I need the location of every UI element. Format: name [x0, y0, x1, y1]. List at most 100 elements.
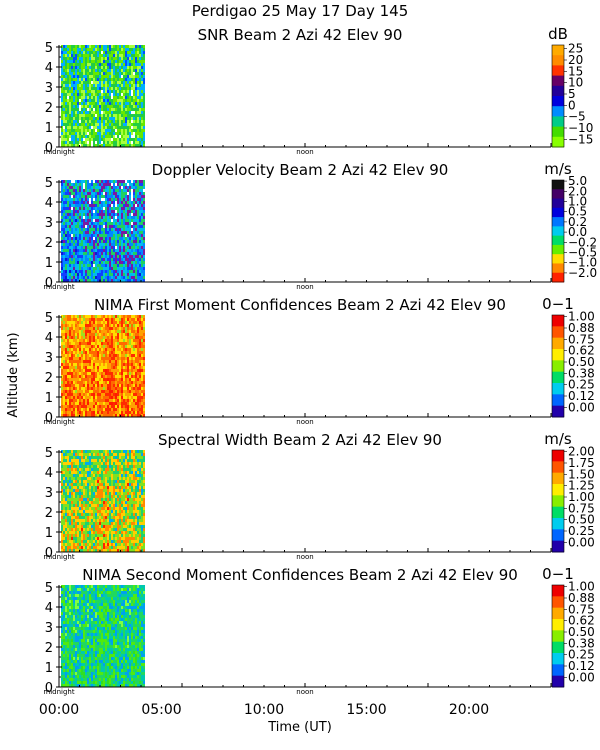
colorbar-segment	[552, 506, 564, 519]
heatmap-color-band	[71, 180, 145, 267]
colorbar-segment	[552, 326, 564, 339]
colorbar-frame	[551, 179, 565, 283]
y-tick-label: 1	[45, 661, 53, 676]
colorbar-label: 1.25	[568, 479, 595, 493]
panel-1: SNR Beam 2 Azi 42 Elev 90 dB 0 1 2 3 4 5 midnigh…	[43, 25, 593, 156]
colorbar-segment	[552, 653, 564, 665]
colorbar-segment	[552, 235, 564, 246]
colorbar-segment	[552, 217, 564, 227]
noon-label: noon	[296, 418, 313, 426]
y-tick-label: 1	[45, 526, 53, 541]
heatmap-color-band	[61, 450, 145, 552]
colorbar-label: 0.12	[568, 659, 595, 673]
colorbar-label: 0.88	[568, 591, 595, 605]
colorbar-label: 15	[568, 64, 583, 78]
panel-2: Doppler Velocity Beam 2 Azi 42 Elev 90 m/…	[43, 160, 597, 291]
colorbar-segment	[552, 472, 564, 485]
colorbar-label: 0	[568, 98, 576, 112]
colorbar-segment	[552, 349, 564, 361]
y-tick-label: 5	[45, 41, 53, 56]
y-tick-label: 0	[45, 276, 53, 291]
heatmap-color-band	[61, 450, 145, 552]
colorbar-label: 0.25	[568, 378, 595, 392]
colorbar-label: −0.2	[568, 235, 597, 249]
heatmap-color-band	[61, 45, 145, 123]
colorbar-segment	[552, 675, 564, 688]
heatmap-color-band	[61, 585, 145, 687]
colorbar-label: 1.0	[568, 195, 587, 209]
colorbar: 1.000.880.750.620.500.380.250.120.00	[551, 310, 595, 418]
colorbar-segment	[552, 75, 564, 87]
colorbar-label: 0.00	[568, 670, 595, 684]
unit-label: m/s	[544, 430, 572, 448]
noon-label: noon	[296, 688, 313, 696]
colorbar-label: −15	[568, 132, 593, 146]
colorbar-frame	[551, 584, 565, 688]
y-tick-label: 0	[45, 681, 53, 696]
colorbar-label: 0.2	[568, 215, 587, 229]
y-tick-label: 2	[45, 371, 53, 386]
y-tick-label: 3	[45, 351, 53, 366]
colorbar-label: 5	[568, 87, 576, 101]
colorbar-segment	[552, 641, 564, 654]
heatmap-color-band	[61, 315, 145, 393]
panel-title: Spectral Width Beam 2 Azi 42 Elev 90	[158, 431, 442, 449]
heatmap-cells	[61, 315, 145, 417]
heatmap-color-band	[61, 450, 145, 552]
y-tick-label: 4	[45, 466, 53, 481]
colorbar-frame	[551, 44, 565, 148]
midnight-label: midnight	[43, 148, 74, 156]
colorbar-label: 25	[568, 42, 583, 56]
colorbar-segment	[552, 315, 564, 327]
colorbar-segment	[552, 254, 564, 264]
colorbar-segment	[552, 244, 564, 255]
heatmap-color-band	[61, 45, 145, 147]
y-tick-label: 0	[45, 411, 53, 426]
colorbar-segment	[552, 607, 564, 620]
y-tick-label: 3	[45, 486, 53, 501]
y-tick-label: 0	[45, 546, 53, 561]
x-tick-label: 15:00	[346, 702, 386, 718]
colorbar-segment	[552, 207, 564, 218]
heatmap-color-band	[61, 180, 145, 282]
colorbar-segment	[552, 116, 564, 128]
panel-3: NIMA First Moment Confidences Beam 2 Azi…	[43, 295, 594, 426]
colorbar-label: 0.75	[568, 501, 595, 515]
y-tick-label: 3	[45, 621, 53, 636]
y-tick-label: 4	[45, 196, 53, 211]
y-tick-label: 1	[45, 391, 53, 406]
colorbar-segment	[552, 337, 564, 350]
y-tick-label: 1	[45, 121, 53, 136]
colorbar-label: 0.00	[568, 535, 595, 549]
y-tick-label: 0	[45, 141, 53, 156]
y-tick-label: 4	[45, 331, 53, 346]
colorbar-frame	[551, 314, 565, 418]
colorbar-label: 0.75	[568, 332, 595, 346]
noon-label: noon	[296, 283, 313, 291]
colorbar-segment	[552, 96, 564, 107]
colorbar-label: −5	[568, 110, 586, 124]
colorbar-segment	[552, 495, 564, 508]
colorbar-label: 10	[568, 76, 583, 90]
heatmap-cells	[61, 585, 145, 687]
colorbar-segment	[552, 596, 564, 609]
figure-title: Perdigao 25 May 17 Day 145	[191, 2, 409, 20]
y-tick-label: 2	[45, 101, 53, 116]
colorbar: 1.000.880.750.620.500.380.250.120.00	[551, 580, 595, 688]
colorbar-label: 0.50	[568, 625, 595, 639]
midnight-label: midnight	[43, 688, 74, 696]
y-tick-label: 4	[45, 61, 53, 76]
heatmap-cells	[61, 450, 145, 552]
midnight-label: midnight	[43, 418, 74, 426]
y-tick-label: 1	[45, 256, 53, 271]
colorbar-label: 0.50	[568, 355, 595, 369]
panel-title: SNR Beam 2 Azi 42 Elev 90	[198, 26, 403, 44]
y-tick-label: 5	[45, 581, 53, 596]
y-tick-label: 5	[45, 446, 53, 461]
colorbar-label: 0.00	[568, 400, 595, 414]
colorbar-segment	[552, 664, 564, 677]
colorbar-label: −10	[568, 121, 593, 135]
heatmap-cells	[61, 180, 145, 282]
